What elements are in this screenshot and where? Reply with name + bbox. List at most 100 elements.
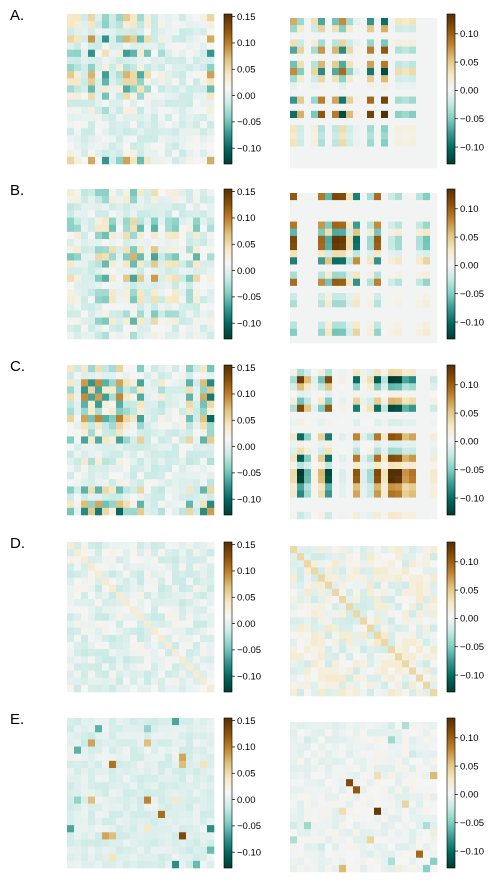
heatmap-cell	[193, 317, 201, 326]
heatmap-cell	[339, 631, 347, 640]
heatmap-cell	[311, 221, 319, 230]
heatmap-cell	[172, 584, 180, 593]
heatmap-cell	[207, 14, 215, 22]
heatmap-cell	[402, 757, 410, 766]
heatmap-cell	[74, 725, 82, 733]
heatmap-cell	[123, 210, 131, 218]
heatmap-cell	[151, 627, 159, 636]
heatmap-cell	[374, 221, 382, 230]
heatmap-cell	[339, 118, 347, 126]
heatmap-cell	[74, 577, 82, 586]
heatmap-cell	[290, 285, 298, 294]
heatmap-cell	[172, 670, 180, 679]
heatmap-cell	[353, 843, 361, 851]
heatmap-cell	[409, 419, 417, 427]
heatmap-cell	[381, 300, 389, 308]
heatmap-cell	[88, 253, 96, 261]
heatmap-cell	[207, 810, 215, 819]
heatmap-cell	[430, 46, 438, 55]
heatmap-cell	[186, 620, 194, 629]
heatmap-cell	[353, 335, 361, 344]
heatmap-cell	[395, 103, 403, 112]
heatmap-cell	[346, 688, 354, 697]
heatmap-cell	[67, 203, 75, 211]
heatmap-cell	[318, 497, 326, 506]
heatmap-cell	[395, 757, 403, 766]
heatmap-cell	[95, 436, 103, 444]
heatmap-cell	[144, 239, 152, 247]
heatmap-cell	[74, 246, 82, 254]
heatmap-cell	[402, 736, 410, 744]
heatmap-cell	[67, 289, 75, 297]
heatmap-cell	[144, 507, 152, 516]
heatmap-cell	[158, 853, 166, 862]
heatmap-cell	[102, 324, 110, 333]
heatmap-cell	[165, 627, 173, 636]
heatmap-cell	[179, 436, 187, 444]
heatmap-cell	[116, 570, 124, 579]
heatmap-cell	[74, 450, 82, 459]
heatmap-cell	[297, 864, 305, 873]
heatmap-cell	[367, 779, 375, 787]
heatmap-cell	[367, 25, 375, 33]
heatmap-cell	[130, 746, 138, 755]
heatmap-cell	[332, 103, 340, 112]
heatmap-cell	[186, 570, 194, 579]
heatmap-cell	[207, 246, 215, 254]
heatmap-cell	[346, 822, 354, 830]
heatmap-cell	[151, 549, 159, 557]
heatmap-cell	[409, 82, 417, 90]
heatmap-cell	[74, 472, 82, 480]
heatmap-cell	[381, 660, 389, 668]
heatmap-cell	[165, 818, 173, 826]
heatmap-cell	[388, 146, 396, 155]
heatmap-cell	[332, 624, 340, 633]
heatmap-cell	[102, 203, 110, 211]
heatmap-cell	[186, 465, 194, 473]
heatmap-cell	[402, 617, 410, 625]
heatmap-cell	[144, 556, 152, 564]
heatmap-cell	[144, 21, 152, 29]
heatmap-cell	[165, 542, 173, 550]
heatmap-cell	[388, 504, 396, 513]
heatmap-cell	[332, 125, 340, 133]
heatmap-cell	[158, 400, 166, 409]
heatmap-cell	[304, 729, 312, 737]
heatmap-cell	[158, 14, 166, 22]
heatmap-cell	[151, 656, 159, 664]
heatmap-cell	[388, 271, 396, 280]
heatmap-cell	[158, 56, 166, 65]
heatmap-cell	[200, 372, 208, 380]
heatmap-cell	[116, 149, 124, 158]
heatmap-cell	[158, 493, 166, 502]
heatmap-cell	[311, 426, 319, 434]
heatmap-cell	[346, 419, 354, 427]
heatmap-cell	[74, 28, 82, 36]
heatmap-cell	[353, 214, 361, 222]
heatmap-cell	[360, 257, 368, 265]
heatmap-cell	[304, 96, 312, 105]
heatmap-cell	[116, 592, 124, 600]
heatmap-cell	[367, 68, 375, 76]
heatmap-cell	[193, 620, 201, 629]
heatmap-cell	[116, 217, 124, 226]
heatmap-cell	[395, 118, 403, 126]
heatmap-cell	[207, 663, 215, 671]
heatmap-cell	[172, 56, 180, 65]
heatmap-cell	[137, 210, 145, 218]
heatmap-cell	[332, 546, 340, 554]
heatmap-cell	[74, 796, 82, 805]
heatmap-cell	[74, 239, 82, 247]
heatmap-cell	[332, 46, 340, 55]
heatmap-cell	[67, 500, 75, 509]
heatmap-cell	[151, 649, 159, 657]
heatmap-cell	[193, 128, 201, 136]
heatmap-cell	[186, 479, 194, 487]
heatmap-cell	[374, 89, 382, 97]
heatmap-cell	[158, 746, 166, 755]
heatmap-cell	[151, 203, 159, 211]
heatmap-cell	[137, 253, 145, 261]
heatmap-cell	[116, 92, 124, 101]
heatmap-cell	[402, 560, 410, 568]
heatmap-cell	[416, 653, 424, 661]
